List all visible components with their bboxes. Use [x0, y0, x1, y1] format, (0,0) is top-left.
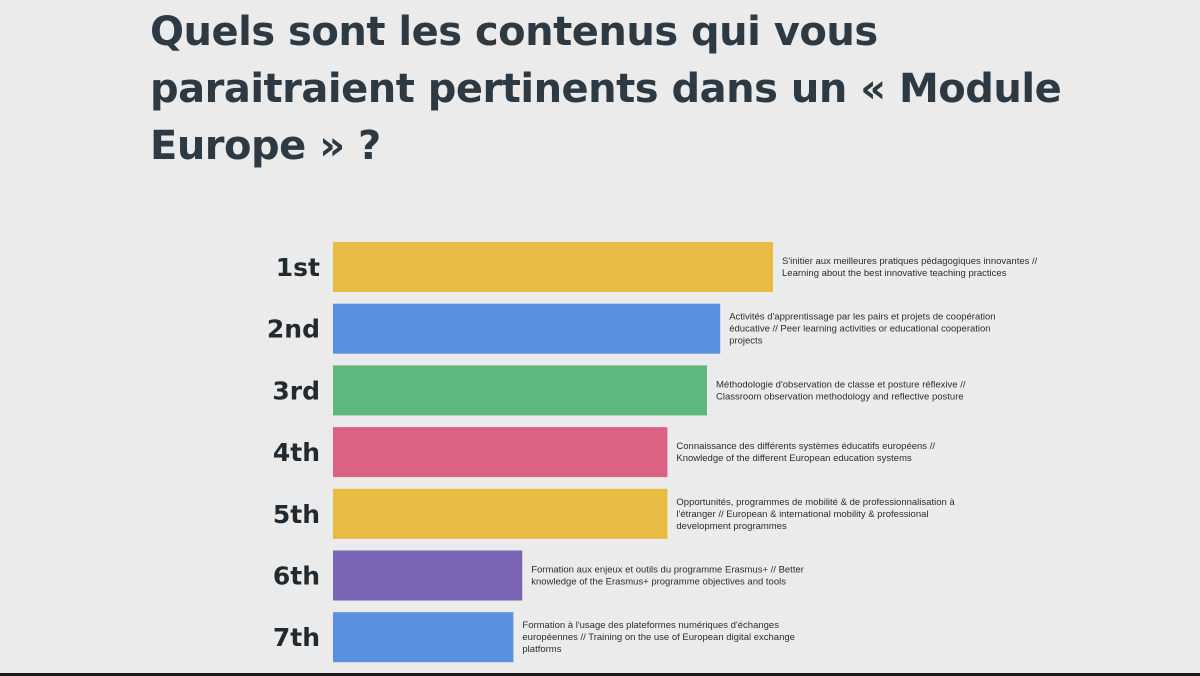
bar-3rd	[333, 365, 707, 416]
bar-7th	[333, 612, 514, 663]
rank-label: 2nd	[267, 315, 320, 344]
bar-5th	[333, 488, 668, 539]
slide-title: Quels sont les contenus qui vous paraitr…	[150, 9, 1062, 169]
rank-label: 1st	[276, 253, 320, 282]
bar-1st	[333, 242, 773, 292]
bar-description: Connaissance des différents systèmes édu…	[676, 441, 935, 464]
rank-label: 7th	[273, 623, 320, 652]
rank-label: 4th	[273, 438, 320, 467]
bar-description: S'initier aux meilleures pratiques pédag…	[782, 256, 1038, 279]
bar-2nd	[333, 303, 721, 354]
bottom-edge-bar	[0, 673, 1200, 676]
bar-description: Opportunités, programmes de mobilité & d…	[676, 497, 955, 532]
rank-label: 3rd	[272, 376, 320, 405]
bar-description: Formation aux enjeux et outils du progra…	[531, 565, 804, 588]
bar-description: Formation à l'usage des plateformes numé…	[522, 620, 795, 655]
bar-4th	[333, 427, 668, 478]
rank-label: 5th	[273, 500, 320, 529]
bar-description: Méthodologie d'observation de classe et …	[716, 379, 966, 402]
bar-6th	[333, 550, 523, 601]
bar-description: Activités d'apprentissage par les pairs …	[729, 312, 995, 347]
rank-label: 6th	[273, 562, 320, 591]
